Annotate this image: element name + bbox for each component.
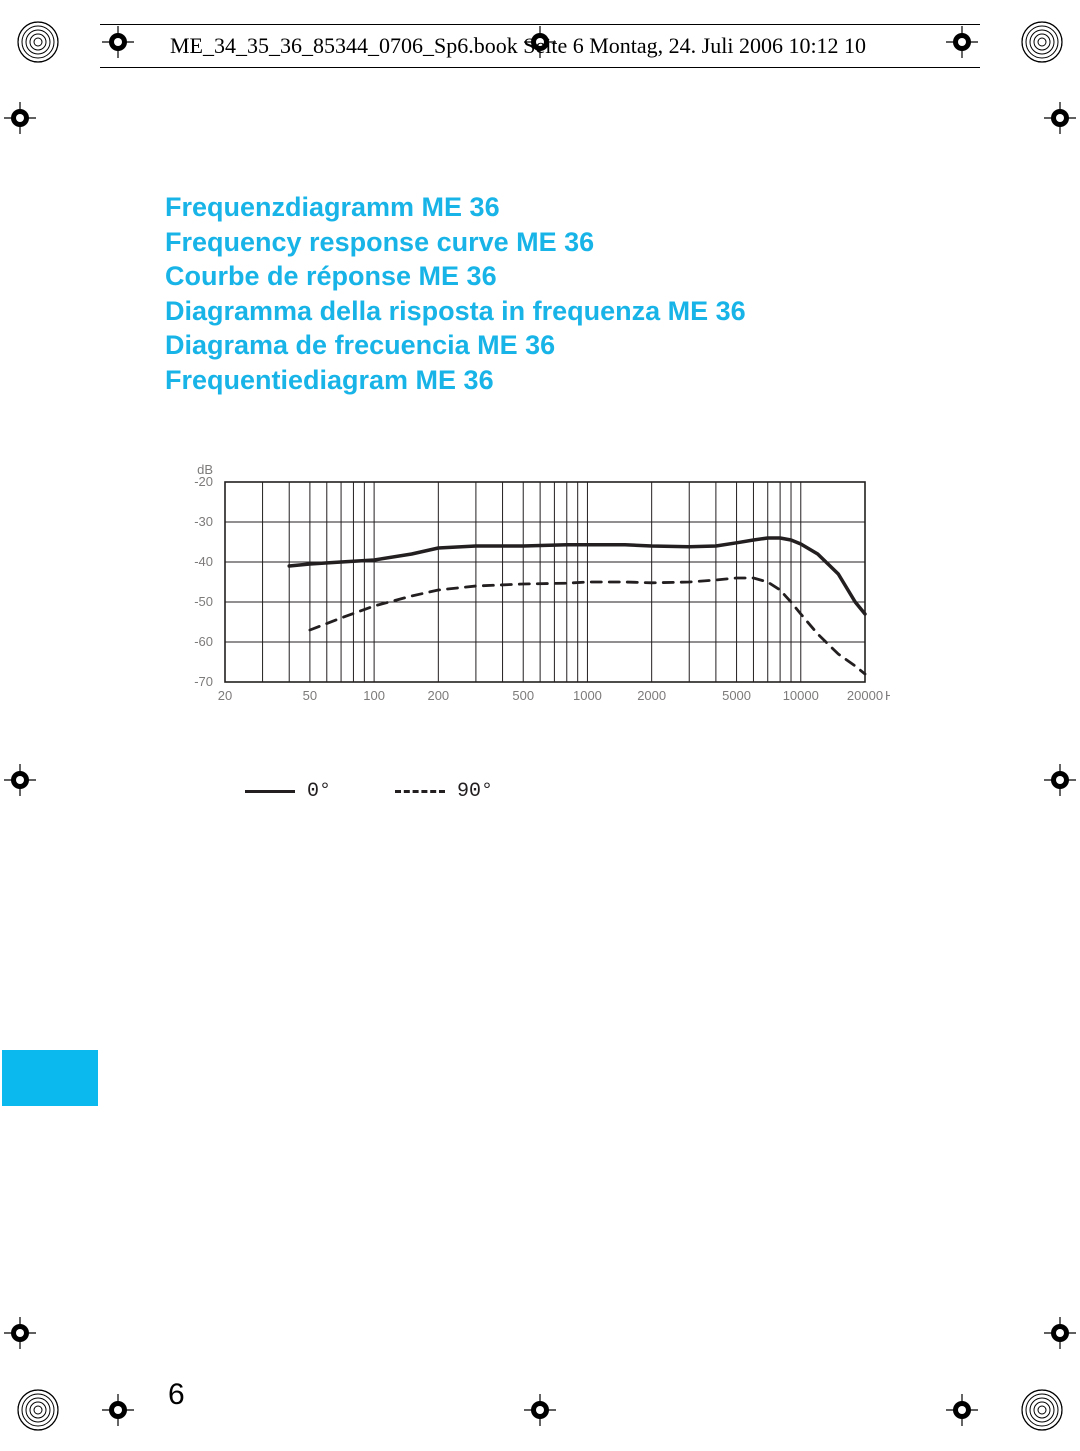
svg-text:dB: dB [197, 462, 213, 477]
svg-text:20: 20 [218, 688, 232, 703]
svg-text:1000: 1000 [573, 688, 602, 703]
chart-legend: 0° 90° [245, 780, 493, 803]
page-number: 6 [168, 1378, 185, 1412]
svg-text:-60: -60 [194, 634, 213, 649]
svg-text:5000: 5000 [722, 688, 751, 703]
svg-text:2000: 2000 [637, 688, 666, 703]
svg-text:50: 50 [303, 688, 317, 703]
svg-text:-50: -50 [194, 594, 213, 609]
print-header: ME_34_35_36_85344_0706_Sp6.book Seite 6 … [100, 24, 980, 68]
svg-text:-40: -40 [194, 554, 213, 569]
svg-text:20000: 20000 [847, 688, 883, 703]
svg-text:500: 500 [512, 688, 534, 703]
svg-text:Hz: Hz [885, 688, 890, 703]
svg-text:10000: 10000 [783, 688, 819, 703]
title-it: Diagramma della risposta in frequenza ME… [165, 294, 746, 329]
title-fr: Courbe de réponse ME 36 [165, 259, 746, 294]
print-header-text: ME_34_35_36_85344_0706_Sp6.book Seite 6 … [170, 33, 866, 59]
svg-text:100: 100 [363, 688, 385, 703]
title-es: Diagrama de frecuencia ME 36 [165, 328, 746, 363]
svg-text:-30: -30 [194, 514, 213, 529]
legend-dashed-label: 90° [457, 780, 493, 803]
title-en: Frequency response curve ME 36 [165, 225, 746, 260]
legend-solid-line [245, 790, 295, 793]
side-tab [2, 1050, 98, 1106]
title-block: Frequenzdiagramm ME 36 Frequency respons… [165, 190, 746, 397]
frequency-response-chart: -20-30-40-50-60-70dB20501002005001000200… [170, 460, 890, 725]
svg-text:-70: -70 [194, 674, 213, 689]
legend-solid-label: 0° [307, 780, 331, 803]
title-nl: Frequentiediagram ME 36 [165, 363, 746, 398]
title-de: Frequenzdiagramm ME 36 [165, 190, 746, 225]
svg-text:200: 200 [427, 688, 449, 703]
legend-dashed-line [395, 790, 445, 793]
